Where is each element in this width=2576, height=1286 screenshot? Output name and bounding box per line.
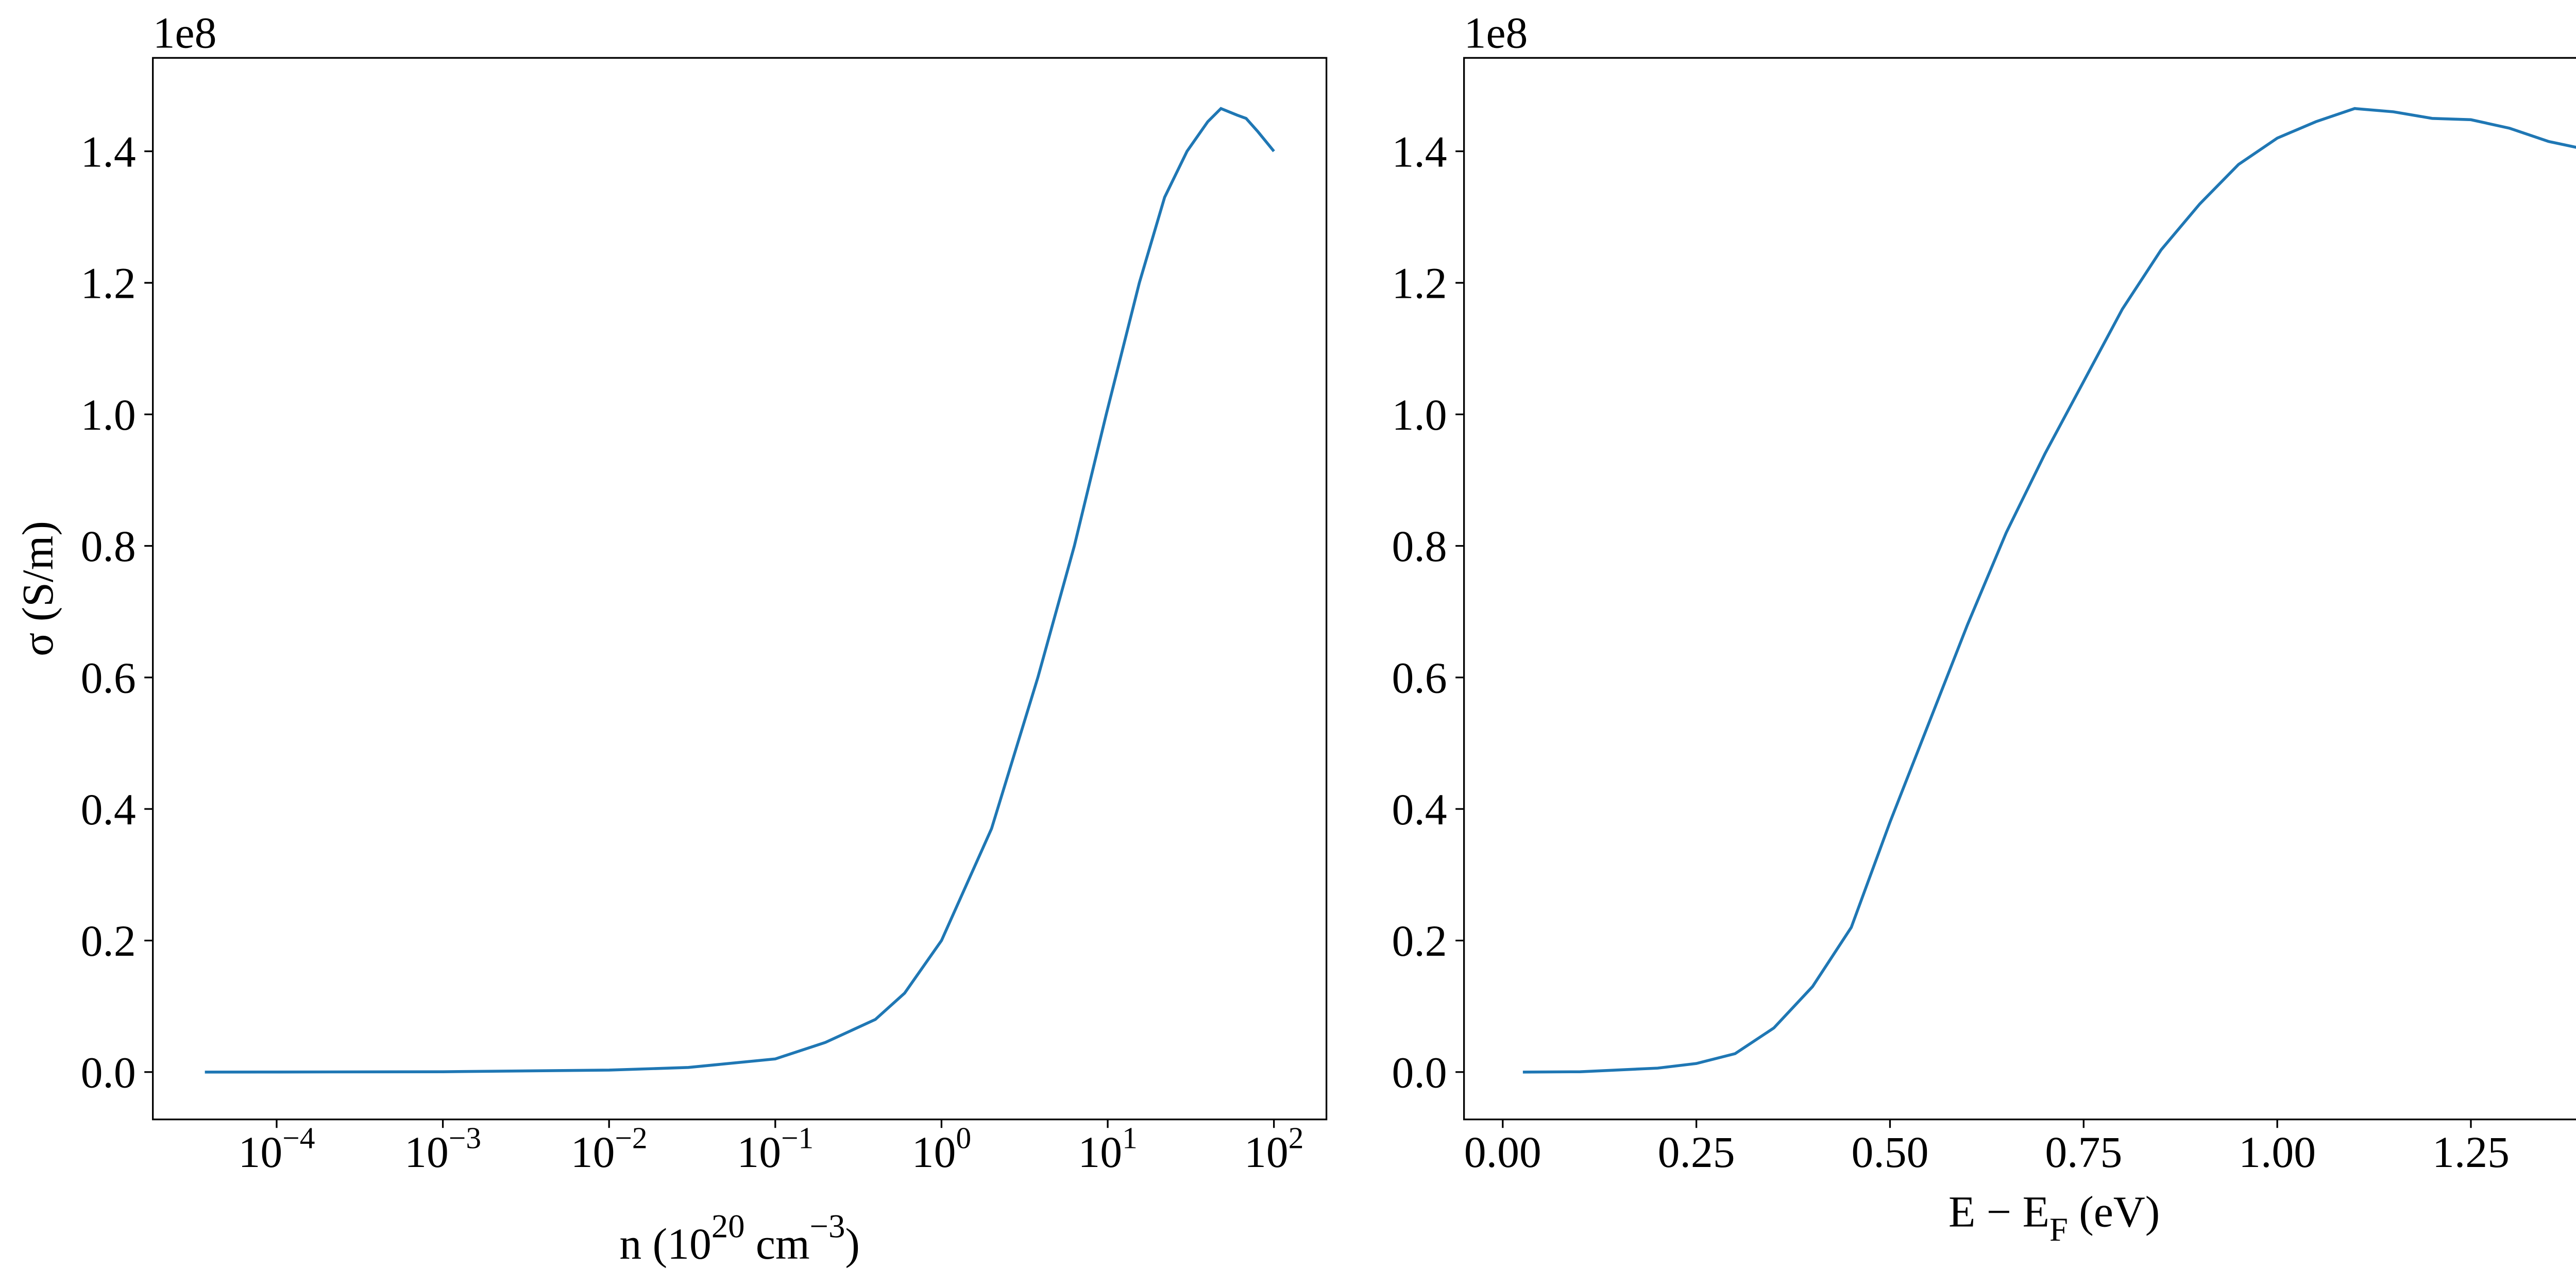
y-tick-label: 0.0: [1392, 1048, 1447, 1097]
x-tick-base: 0.00: [1464, 1128, 1541, 1177]
label-part: cm: [745, 1220, 810, 1268]
x-tick-exponent: −2: [615, 1121, 647, 1155]
plot-frame: [152, 57, 1328, 1121]
label-part: F: [2049, 1211, 2068, 1248]
y-tick-label: 0.2: [1392, 917, 1447, 966]
x-tick-base: 10: [239, 1128, 283, 1177]
x-tick-label: 102: [1244, 1121, 1303, 1177]
data-line: [205, 107, 1275, 1074]
label-part: n (10: [619, 1220, 711, 1268]
y-axis-label: σ (S/m): [13, 521, 62, 656]
y-tick-label: 0.6: [1392, 654, 1447, 703]
x-tick-label: 101: [1078, 1121, 1137, 1177]
x-tick-label: 0.25: [1658, 1128, 1735, 1177]
x-tick-label: 0.75: [2045, 1128, 2122, 1177]
x-tick-label: 0.50: [1851, 1128, 1928, 1177]
y-tick-label: 1.2: [1392, 259, 1447, 308]
x-tick-label: 0.00: [1464, 1128, 1541, 1177]
data-line: [1522, 107, 2576, 1074]
offset-text: 1e8: [1464, 9, 1528, 58]
x-tick-base: 10: [737, 1128, 781, 1177]
x-tick-base: 0.25: [1658, 1128, 1735, 1177]
x-tick-label: 1.25: [2432, 1128, 2510, 1177]
y-tick-label: 0.2: [81, 917, 136, 966]
x-tick-exponent: −4: [282, 1121, 315, 1155]
x-tick-base: 10: [1244, 1128, 1289, 1177]
x-tick-exponent: 1: [1122, 1121, 1138, 1155]
x-tick-label: 1.00: [2239, 1128, 2316, 1177]
x-tick-base: 1.00: [2239, 1128, 2316, 1177]
x-tick-base: 10: [912, 1128, 956, 1177]
y-tick-label: 0.4: [1392, 785, 1447, 834]
offset-text: 1e8: [153, 9, 217, 58]
label-part: ): [845, 1220, 860, 1268]
x-tick-base: 0.75: [2045, 1128, 2122, 1177]
label-part: E − E: [1948, 1187, 2049, 1236]
label-part: 20: [711, 1207, 745, 1244]
label-part: −3: [810, 1207, 845, 1244]
x-tick-label: 10−4: [239, 1121, 315, 1177]
x-tick-exponent: 0: [956, 1121, 971, 1155]
x-axis-label: n (1020 cm−3): [619, 1207, 860, 1268]
x-tick-label: 10−2: [571, 1121, 648, 1177]
label-part: (eV): [2068, 1187, 2160, 1236]
y-tick-label: 0.8: [1392, 522, 1447, 571]
x-tick-label: 10−1: [737, 1121, 814, 1177]
y-tick-label: 0.8: [81, 522, 136, 571]
x-tick-exponent: −1: [781, 1121, 814, 1155]
y-tick-label: 1.0: [1392, 391, 1447, 439]
x-tick-base: 10: [404, 1128, 449, 1177]
x-tick-base: 10: [1078, 1128, 1122, 1177]
y-tick-label: 0.0: [81, 1048, 136, 1097]
x-tick-base: 1.25: [2432, 1128, 2510, 1177]
x-tick-base: 10: [571, 1128, 615, 1177]
plot-frame: [1463, 57, 2576, 1121]
y-tick-label: 1.0: [81, 391, 136, 439]
y-tick-label: 1.4: [1392, 127, 1447, 176]
x-tick-label: 100: [912, 1121, 971, 1177]
y-tick-label: 1.4: [81, 127, 136, 176]
x-axis-label: E − EF (eV): [1948, 1187, 2160, 1248]
x-tick-exponent: −3: [449, 1121, 481, 1155]
x-tick-label: 10−3: [404, 1121, 481, 1177]
x-tick-base: 0.50: [1851, 1128, 1928, 1177]
x-tick-exponent: 2: [1289, 1121, 1304, 1155]
y-tick-label: 0.4: [81, 785, 136, 834]
y-tick-label: 0.6: [81, 654, 136, 703]
y-tick-label: 1.2: [81, 259, 136, 308]
